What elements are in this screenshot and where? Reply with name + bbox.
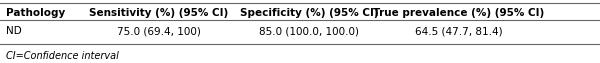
Text: Pathology: Pathology	[6, 8, 65, 18]
Text: 85.0 (100.0, 100.0): 85.0 (100.0, 100.0)	[259, 27, 359, 36]
Text: True prevalence (%) (95% CI): True prevalence (%) (95% CI)	[373, 8, 545, 18]
Text: ND: ND	[6, 27, 22, 36]
Text: Sensitivity (%) (95% CI): Sensitivity (%) (95% CI)	[89, 8, 229, 18]
Text: 75.0 (69.4, 100): 75.0 (69.4, 100)	[117, 27, 201, 36]
Text: 64.5 (47.7, 81.4): 64.5 (47.7, 81.4)	[415, 27, 503, 36]
Text: CI=Confidence interval: CI=Confidence interval	[6, 51, 119, 61]
Text: Specificity (%) (95% CI): Specificity (%) (95% CI)	[239, 8, 379, 18]
